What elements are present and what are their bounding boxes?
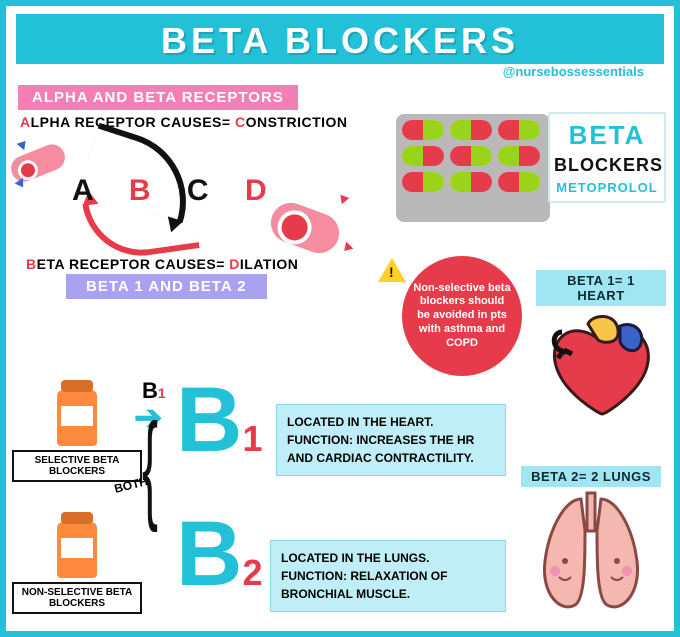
vessel-dilated-icon bbox=[265, 197, 344, 259]
brace-icon: { bbox=[142, 406, 158, 526]
letter-b: B bbox=[129, 174, 165, 207]
drug-card-line3: METOPROLOL bbox=[554, 180, 660, 195]
badge-beta1: BETA 1= 1 HEART bbox=[536, 270, 666, 306]
beta-mid: ETA RECEPTOR CAUSES= bbox=[37, 256, 230, 272]
big-b-letter: B bbox=[176, 369, 242, 471]
arrow-in-icon bbox=[17, 138, 30, 151]
drug-card: BETA BLOCKERS METOPROLOL bbox=[548, 112, 666, 203]
big-b2-sub: 2 bbox=[242, 552, 262, 593]
info-b2: LOCATED IN THE LUNGS. FUNCTION: RELAXATI… bbox=[270, 540, 506, 612]
big-b-letter: B bbox=[176, 503, 242, 605]
beta-post: ILATION bbox=[240, 256, 298, 272]
letter-d: D bbox=[245, 174, 281, 207]
banner-beta12: BETA 1 AND BETA 2 bbox=[66, 274, 267, 299]
drug-card-line2: BLOCKERS bbox=[554, 155, 660, 176]
warning-icon bbox=[378, 258, 406, 286]
alpha-mid: LPHA RECEPTOR CAUSES= bbox=[31, 114, 235, 130]
author-handle: @nursebossessentials bbox=[6, 64, 674, 79]
warning-text: Non-selective beta blockers should be av… bbox=[402, 256, 522, 376]
abcd-diagram: A B C D bbox=[14, 134, 354, 254]
blocker-types-column: SELECTIVE BETA BLOCKERS NON-SELECTIVE BE… bbox=[12, 388, 142, 614]
drug-card-line1: BETA bbox=[554, 120, 660, 151]
flag-nonselective: NON-SELECTIVE BETA BLOCKERS bbox=[12, 582, 142, 614]
capsule-icon bbox=[402, 146, 444, 166]
alpha-hl-a: A bbox=[20, 114, 31, 130]
alpha-hl-c: C bbox=[235, 114, 246, 130]
heart-section: BETA 1= 1 HEART bbox=[536, 270, 666, 425]
big-b2: B2 bbox=[176, 518, 262, 592]
letter-c: C bbox=[187, 174, 223, 207]
beta-hl-b: B bbox=[26, 256, 37, 272]
pill-bottle-icon bbox=[57, 390, 97, 446]
capsule-icon bbox=[450, 120, 492, 140]
capsule-icon bbox=[450, 146, 492, 166]
big-b1-sub: 1 bbox=[242, 418, 262, 459]
capsule-icon bbox=[498, 146, 540, 166]
pill-pack-icon bbox=[396, 114, 550, 222]
alpha-post: ONSTRICTION bbox=[246, 114, 348, 130]
capsule-icon bbox=[402, 172, 444, 192]
capsule-icon bbox=[402, 120, 444, 140]
lungs-icon bbox=[521, 491, 661, 621]
lung-section: BETA 2= 2 LUNGS bbox=[516, 466, 666, 626]
pill-bottle-icon bbox=[57, 522, 97, 578]
flag-selective: SELECTIVE BETA BLOCKERS bbox=[12, 450, 142, 482]
title-bar: BETA BLOCKERS bbox=[16, 14, 664, 64]
arrow-out-icon bbox=[341, 242, 354, 255]
heart-icon bbox=[542, 310, 660, 420]
letter-a: A bbox=[72, 174, 107, 207]
abcd-letters: A B C D bbox=[72, 174, 281, 208]
vessel-constricted-icon bbox=[7, 140, 69, 185]
banner-alpha-beta: ALPHA AND BETA RECEPTORS bbox=[18, 85, 298, 110]
arrow-out-icon bbox=[337, 192, 350, 205]
capsule-icon bbox=[498, 120, 540, 140]
big-b1: B1 bbox=[176, 384, 262, 458]
badge-beta2: BETA 2= 2 LUNGS bbox=[521, 466, 661, 487]
capsule-icon bbox=[450, 172, 492, 192]
info-b1: LOCATED IN THE HEART. FUNCTION: INCREASE… bbox=[276, 404, 506, 476]
capsule-icon bbox=[498, 172, 540, 192]
beta-hl-d: D bbox=[229, 256, 240, 272]
